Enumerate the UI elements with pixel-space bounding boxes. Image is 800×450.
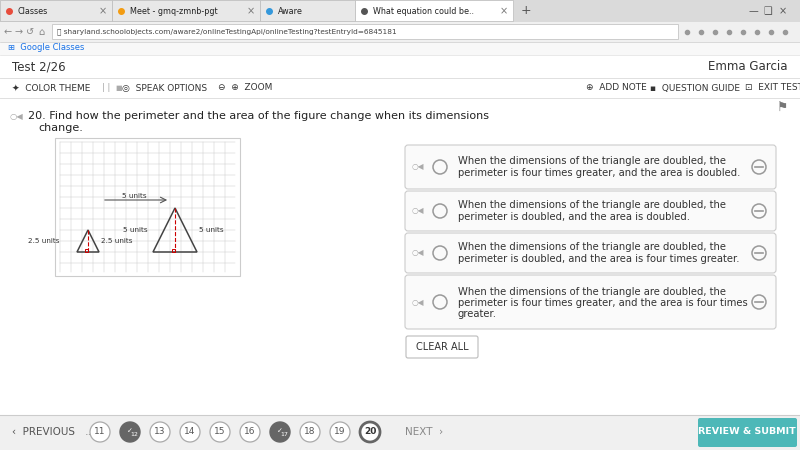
Bar bbox=[355, 0, 513, 21]
Text: ×: × bbox=[500, 6, 508, 16]
FancyBboxPatch shape bbox=[698, 418, 797, 447]
Bar bbox=[55, 138, 240, 276]
Text: perimeter is doubled, and the area is doubled.: perimeter is doubled, and the area is do… bbox=[458, 212, 690, 222]
Circle shape bbox=[300, 422, 320, 442]
Text: change.: change. bbox=[38, 123, 83, 133]
Circle shape bbox=[120, 422, 140, 442]
Bar bbox=[112, 0, 260, 21]
Circle shape bbox=[180, 422, 200, 442]
Text: ❑: ❑ bbox=[764, 6, 772, 16]
Text: 5 units: 5 units bbox=[199, 227, 224, 233]
Bar bbox=[85, 249, 88, 252]
Text: When the dimensions of the triangle are doubled, the: When the dimensions of the triangle are … bbox=[458, 287, 726, 297]
Text: 14: 14 bbox=[184, 428, 196, 436]
Bar bbox=[0, 0, 800, 22]
Text: 2.5 units: 2.5 units bbox=[101, 238, 133, 244]
Text: CLEAR ALL: CLEAR ALL bbox=[416, 342, 468, 352]
Text: ×: × bbox=[247, 6, 255, 16]
Text: —: — bbox=[748, 6, 758, 16]
Text: 2.5 units: 2.5 units bbox=[27, 238, 59, 244]
FancyBboxPatch shape bbox=[405, 275, 776, 329]
Text: When the dimensions of the triangle are doubled, the: When the dimensions of the triangle are … bbox=[458, 200, 726, 210]
Text: Test 2/26: Test 2/26 bbox=[12, 60, 66, 73]
FancyBboxPatch shape bbox=[406, 336, 478, 358]
Text: ○◀: ○◀ bbox=[412, 162, 424, 171]
Bar bbox=[0, 55, 800, 450]
Text: ⚑: ⚑ bbox=[778, 100, 789, 113]
Bar bbox=[700, 420, 795, 445]
Circle shape bbox=[330, 422, 350, 442]
Text: 🔒 sharyland.schoolobjects.com/aware2/onlineTestingApi/onlineTesting?testEntryId=: 🔒 sharyland.schoolobjects.com/aware2/onl… bbox=[57, 29, 397, 35]
Text: 19: 19 bbox=[334, 428, 346, 436]
Text: ⊡  EXIT TEST: ⊡ EXIT TEST bbox=[745, 84, 800, 93]
Bar bbox=[260, 0, 355, 21]
Text: Aware: Aware bbox=[278, 6, 303, 15]
Text: ‹  PREVIOUS: ‹ PREVIOUS bbox=[12, 427, 75, 437]
Circle shape bbox=[360, 422, 380, 442]
Text: 13: 13 bbox=[154, 428, 166, 436]
Text: ◎  SPEAK OPTIONS: ◎ SPEAK OPTIONS bbox=[122, 84, 207, 93]
Text: greater.: greater. bbox=[458, 309, 497, 319]
Text: 16: 16 bbox=[244, 428, 256, 436]
Text: ...: ... bbox=[85, 427, 96, 437]
Text: ⊕  ADD NOTE: ⊕ ADD NOTE bbox=[586, 84, 646, 93]
Bar bbox=[0, 42, 800, 55]
Text: ▪  QUESTION GUIDE: ▪ QUESTION GUIDE bbox=[650, 84, 740, 93]
Circle shape bbox=[90, 422, 110, 442]
Text: | |: | | bbox=[102, 84, 110, 93]
Text: ○◀: ○◀ bbox=[412, 248, 424, 257]
Text: perimeter is four times greater, and the area is doubled.: perimeter is four times greater, and the… bbox=[458, 168, 740, 178]
Circle shape bbox=[270, 422, 290, 442]
Text: 15: 15 bbox=[214, 428, 226, 436]
Text: ×: × bbox=[99, 6, 107, 16]
Bar bbox=[0, 415, 800, 450]
Text: What equation could be..: What equation could be.. bbox=[373, 6, 474, 15]
Text: Emma Garcia: Emma Garcia bbox=[709, 60, 788, 73]
Text: 12: 12 bbox=[130, 432, 138, 436]
Text: perimeter is four times greater, and the area is four times: perimeter is four times greater, and the… bbox=[458, 298, 748, 308]
Text: ⊞  Google Classes: ⊞ Google Classes bbox=[8, 44, 84, 53]
Text: ○◀: ○◀ bbox=[10, 112, 24, 121]
Text: ■: ■ bbox=[115, 85, 122, 91]
Text: ✦  COLOR THEME: ✦ COLOR THEME bbox=[12, 84, 90, 93]
Text: ○◀: ○◀ bbox=[412, 297, 424, 306]
FancyBboxPatch shape bbox=[405, 233, 776, 273]
Text: perimeter is doubled, and the area is four times greater.: perimeter is doubled, and the area is fo… bbox=[458, 254, 739, 264]
Text: ⊖  ⊕  ZOOM: ⊖ ⊕ ZOOM bbox=[218, 84, 272, 93]
Circle shape bbox=[150, 422, 170, 442]
Text: 20. Find how the perimeter and the area of the figure change when its dimensions: 20. Find how the perimeter and the area … bbox=[28, 111, 489, 121]
Circle shape bbox=[210, 422, 230, 442]
Text: Classes: Classes bbox=[18, 6, 48, 15]
Bar bbox=[0, 0, 112, 21]
Text: +: + bbox=[521, 4, 532, 18]
Text: 5 units: 5 units bbox=[122, 193, 146, 199]
Text: NEXT  ›: NEXT › bbox=[405, 427, 443, 437]
Bar bbox=[0, 22, 800, 42]
Text: 17: 17 bbox=[280, 432, 288, 436]
Text: ←: ← bbox=[4, 27, 12, 37]
Bar bbox=[172, 249, 175, 252]
Text: ✓: ✓ bbox=[277, 428, 283, 434]
Text: →: → bbox=[15, 27, 23, 37]
Circle shape bbox=[240, 422, 260, 442]
Bar bbox=[52, 24, 678, 39]
Text: 11: 11 bbox=[94, 428, 106, 436]
FancyBboxPatch shape bbox=[405, 191, 776, 231]
Text: ×: × bbox=[779, 6, 787, 16]
Text: Meet - gmq-zmnb-pgt: Meet - gmq-zmnb-pgt bbox=[130, 6, 218, 15]
Text: 20: 20 bbox=[364, 428, 376, 436]
Text: 18: 18 bbox=[304, 428, 316, 436]
Text: ✓: ✓ bbox=[127, 428, 133, 434]
Text: REVIEW & SUBMIT: REVIEW & SUBMIT bbox=[698, 428, 796, 436]
Text: 5 units: 5 units bbox=[123, 227, 148, 233]
Text: When the dimensions of the triangle are doubled, the: When the dimensions of the triangle are … bbox=[458, 156, 726, 166]
FancyBboxPatch shape bbox=[405, 145, 776, 189]
Text: ⌂: ⌂ bbox=[38, 27, 44, 37]
Text: When the dimensions of the triangle are doubled, the: When the dimensions of the triangle are … bbox=[458, 242, 726, 252]
Text: ○◀: ○◀ bbox=[412, 207, 424, 216]
Text: ↺: ↺ bbox=[26, 27, 34, 37]
